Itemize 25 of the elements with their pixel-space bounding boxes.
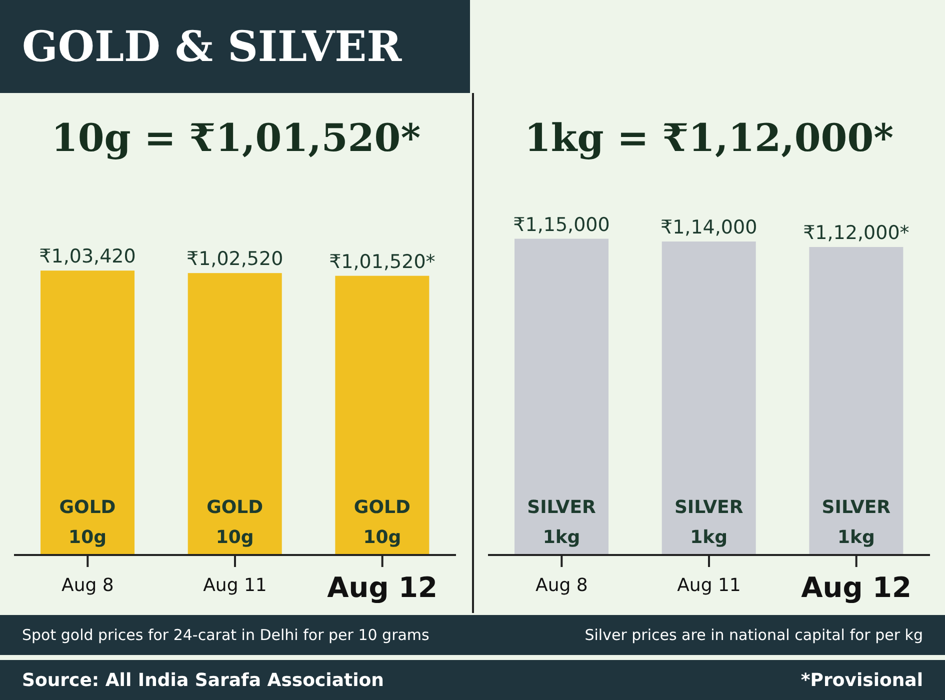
x-tick-label: Aug 11 — [677, 575, 741, 596]
annotation: SILVER 1kg — [822, 497, 891, 548]
x-tick-label: Aug 8 — [536, 575, 588, 596]
data-label: ₹1,03,420 — [39, 246, 136, 268]
data-label: ₹1,01,520* — [329, 250, 436, 273]
chart-title: GOLD & SILVER — [0, 0, 470, 93]
x-tick-label: Aug 12 — [801, 571, 912, 604]
annotation: GOLD 10g — [59, 497, 116, 548]
data-label: ₹1,15,000 — [513, 214, 610, 236]
chart-subtitle: 1kg = ₹1,12,000* — [523, 114, 895, 162]
annotation: SILVER 1kg — [527, 497, 596, 548]
text: Spot gold prices for 24-carat in Delhi for per 10 grams — [22, 626, 430, 644]
annotation: GOLD 10g — [206, 497, 264, 548]
x-tick-label: Aug 12 — [327, 571, 438, 604]
source-note: Source: All India Sarafa Association — [22, 670, 384, 690]
chart-subtitle: 10g = ₹1,01,520* — [50, 114, 422, 162]
data-label: ₹1,14,000 — [660, 216, 758, 238]
x-tick-label: Aug 11 — [203, 575, 267, 596]
text: Silver prices are in national capital for per kg — [584, 626, 923, 644]
data-label: ₹1,12,000* — [803, 222, 910, 244]
data-label: ₹1,02,520 — [186, 248, 284, 270]
annotation: SILVER 1kg — [674, 497, 744, 548]
x-tick-label: Aug 8 — [62, 575, 114, 596]
text: *Provisional — [800, 670, 923, 690]
annotation: GOLD 10g — [354, 497, 410, 548]
